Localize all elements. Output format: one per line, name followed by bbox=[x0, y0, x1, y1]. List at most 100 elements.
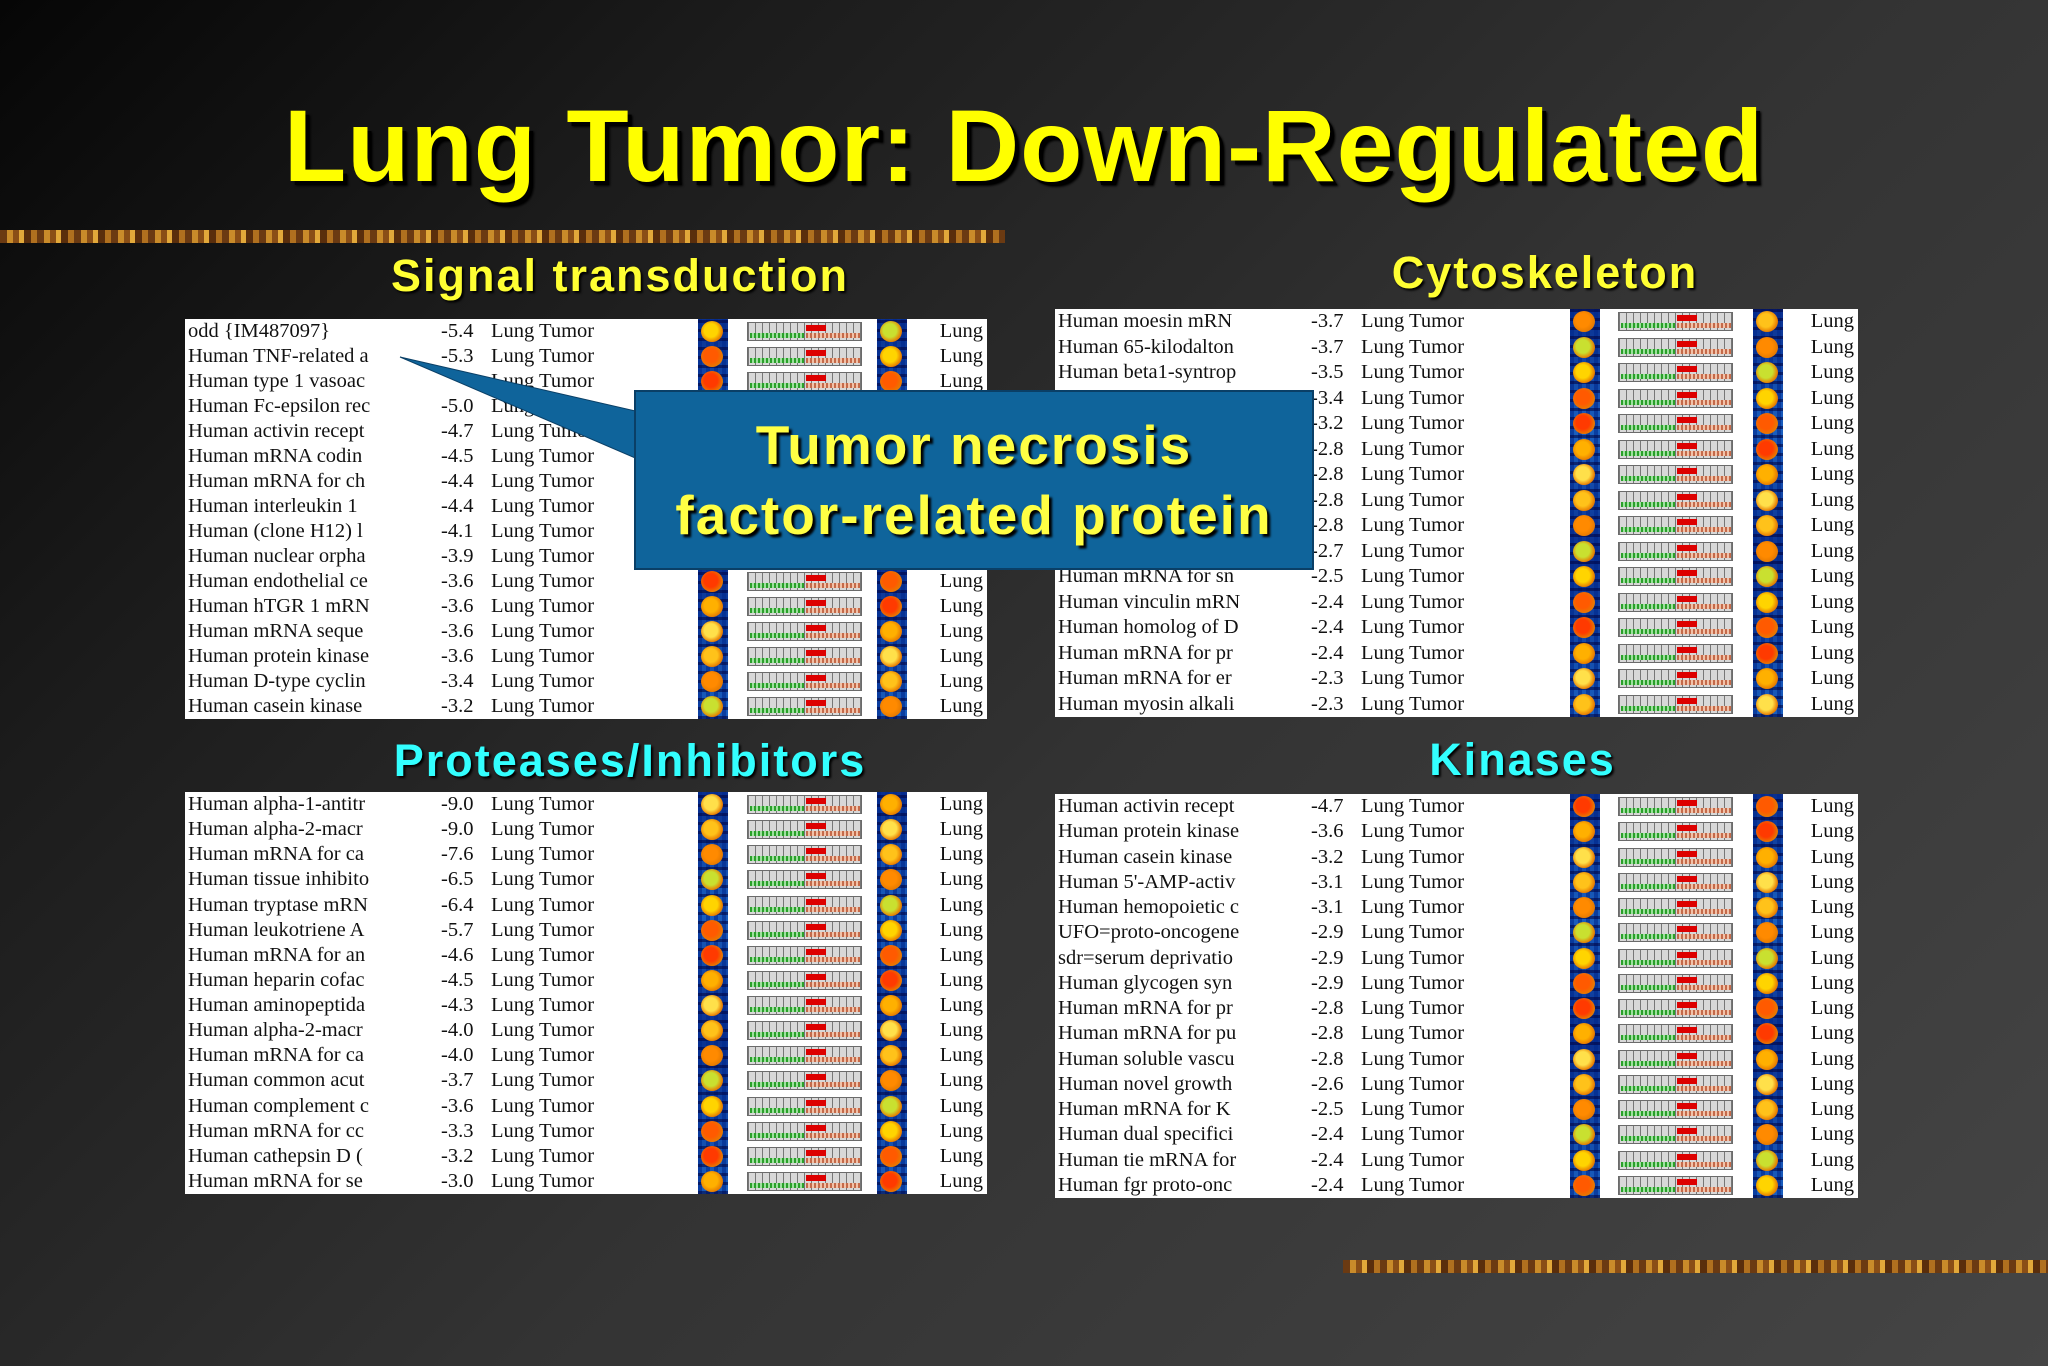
expression-bar-segment bbox=[1677, 705, 1731, 711]
expression-bar bbox=[747, 1121, 862, 1141]
expression-bar-segment bbox=[806, 956, 860, 962]
lung-label: Lung bbox=[1810, 565, 1854, 587]
fold-change-value: -9.0 bbox=[441, 818, 474, 841]
lung-label: Lung bbox=[939, 868, 983, 891]
table-row: Human hemopoietic c -3.1 Lung Tumor Lung bbox=[1055, 895, 1858, 920]
table-row: Human mRNA for an -4.6 Lung Tumor Lung bbox=[185, 943, 987, 968]
lung-label: Lung bbox=[939, 1169, 983, 1192]
fold-change-value: -3.4 bbox=[441, 670, 474, 692]
expression-bar-segment bbox=[1677, 1035, 1731, 1041]
microarray-spot bbox=[1756, 438, 1778, 460]
expression-bar bbox=[1618, 618, 1733, 638]
expression-marker bbox=[1677, 340, 1697, 347]
microarray-spot bbox=[1756, 947, 1778, 969]
tissue-label: Lung Tumor bbox=[491, 595, 595, 617]
fold-change-value: -4.4 bbox=[441, 470, 474, 492]
microarray-spot bbox=[701, 944, 723, 966]
expression-bar-segment bbox=[1621, 705, 1675, 711]
table-row: -2.8 Lung Tumor Lung bbox=[1055, 437, 1858, 463]
expression-bar bbox=[1618, 1049, 1733, 1069]
expression-bar bbox=[1618, 439, 1733, 459]
microarray-spot bbox=[1756, 336, 1778, 358]
lung-label: Lung bbox=[939, 345, 983, 367]
expression-marker bbox=[1677, 1103, 1697, 1110]
microarray-spot bbox=[1573, 591, 1595, 613]
table-row: UFO=proto-oncogene -2.9 Lung Tumor Lung bbox=[1055, 920, 1858, 945]
tissue-label: Lung Tumor bbox=[491, 793, 595, 815]
expression-bar-segment bbox=[1621, 603, 1675, 609]
microarray-spot bbox=[701, 819, 723, 841]
microarray-spot bbox=[1756, 1073, 1778, 1095]
fold-change-value: -3.7 bbox=[1311, 335, 1344, 358]
fold-change-value: -2.4 bbox=[1311, 1148, 1344, 1171]
tissue-label: Lung Tumor bbox=[491, 520, 595, 542]
expression-bar-segment bbox=[1621, 450, 1675, 456]
fold-change-value: -2.8 bbox=[1311, 514, 1344, 536]
lung-label: Lung bbox=[1810, 896, 1854, 918]
fold-change-value: -2.4 bbox=[1311, 1173, 1344, 1196]
expression-bar-segment bbox=[1677, 1161, 1731, 1167]
expression-bar bbox=[1618, 872, 1733, 892]
expression-bar-segment bbox=[750, 608, 804, 613]
lung-label: Lung bbox=[939, 818, 983, 841]
expression-bar bbox=[747, 1171, 862, 1191]
gene-name: Human alpha-2-macr bbox=[188, 818, 363, 841]
expression-bar bbox=[1618, 923, 1733, 943]
lung-label: Lung bbox=[1810, 310, 1854, 332]
microarray-spot bbox=[701, 969, 723, 991]
tissue-label: Lung Tumor bbox=[1361, 820, 1465, 843]
table-row: Human mRNA for er -2.3 Lung Tumor Lung bbox=[1055, 666, 1858, 692]
tissue-label: Lung Tumor bbox=[1361, 896, 1465, 918]
expression-bar-segment bbox=[1621, 1060, 1675, 1066]
table-row: Human protein kinase -3.6 Lung Tumor Lung bbox=[1055, 819, 1858, 844]
lung-label: Lung bbox=[939, 695, 983, 717]
fold-change-value: -3.6 bbox=[1311, 820, 1344, 843]
expression-marker bbox=[806, 350, 826, 356]
tissue-label: Lung Tumor bbox=[1361, 1072, 1465, 1095]
tissue-label: Lung Tumor bbox=[1361, 641, 1465, 664]
fold-change-value: -4.3 bbox=[441, 994, 474, 1016]
expression-bar-segment bbox=[1677, 934, 1731, 940]
microarray-spot bbox=[1573, 1099, 1595, 1121]
expression-bar-segment bbox=[1677, 578, 1731, 584]
expression-marker bbox=[1677, 901, 1697, 908]
expression-marker bbox=[806, 1024, 826, 1031]
expression-bar-segment bbox=[1677, 883, 1731, 889]
microarray-spot bbox=[1573, 693, 1595, 715]
expression-marker bbox=[1677, 442, 1697, 449]
expression-marker bbox=[806, 848, 826, 855]
lung-label: Lung bbox=[1810, 1173, 1854, 1196]
expression-marker bbox=[1677, 926, 1697, 933]
expression-marker bbox=[1677, 825, 1697, 832]
expression-bar-segment bbox=[1621, 425, 1675, 431]
microarray-spot bbox=[880, 646, 902, 667]
gene-name: Human beta1-syntrop bbox=[1058, 361, 1237, 383]
tissue-label: Lung Tumor bbox=[1361, 667, 1465, 689]
gene-name: Human D-type cyclin bbox=[188, 670, 366, 692]
expression-marker bbox=[1677, 1002, 1697, 1009]
gene-name: Human heparin cofac bbox=[188, 968, 365, 991]
microarray-spot bbox=[1573, 1124, 1595, 1146]
table-row: Human mRNA for ca -7.6 Lung Tumor Lung bbox=[185, 842, 987, 867]
table-row: Human leukotriene A -5.7 Lung Tumor Lung bbox=[185, 918, 987, 943]
microarray-spot bbox=[880, 671, 902, 692]
expression-bar bbox=[747, 572, 862, 591]
expression-bar bbox=[747, 845, 862, 865]
fold-change-value: -2.8 bbox=[1311, 463, 1344, 485]
expression-marker bbox=[806, 700, 826, 706]
expression-marker bbox=[806, 1124, 826, 1131]
table-row: Human myosin alkali -2.3 Lung Tumor Lung bbox=[1055, 692, 1858, 718]
lung-label: Lung bbox=[939, 1094, 983, 1117]
fold-change-value: -3.2 bbox=[1311, 845, 1344, 868]
expression-bar bbox=[747, 597, 862, 616]
microarray-spot bbox=[1756, 1124, 1778, 1146]
fold-change-value: -9.0 bbox=[441, 793, 474, 815]
expression-bar-segment bbox=[806, 856, 860, 862]
gene-name: Human alpha-1-antitr bbox=[188, 793, 366, 815]
expression-bar-segment bbox=[1677, 1085, 1731, 1091]
fold-change-value: -3.4 bbox=[1311, 386, 1344, 409]
expression-bar bbox=[747, 820, 862, 840]
expression-bar-segment bbox=[750, 906, 804, 912]
gene-name: Human mRNA codin bbox=[188, 445, 363, 467]
gene-name: Human tryptase mRN bbox=[188, 893, 368, 916]
